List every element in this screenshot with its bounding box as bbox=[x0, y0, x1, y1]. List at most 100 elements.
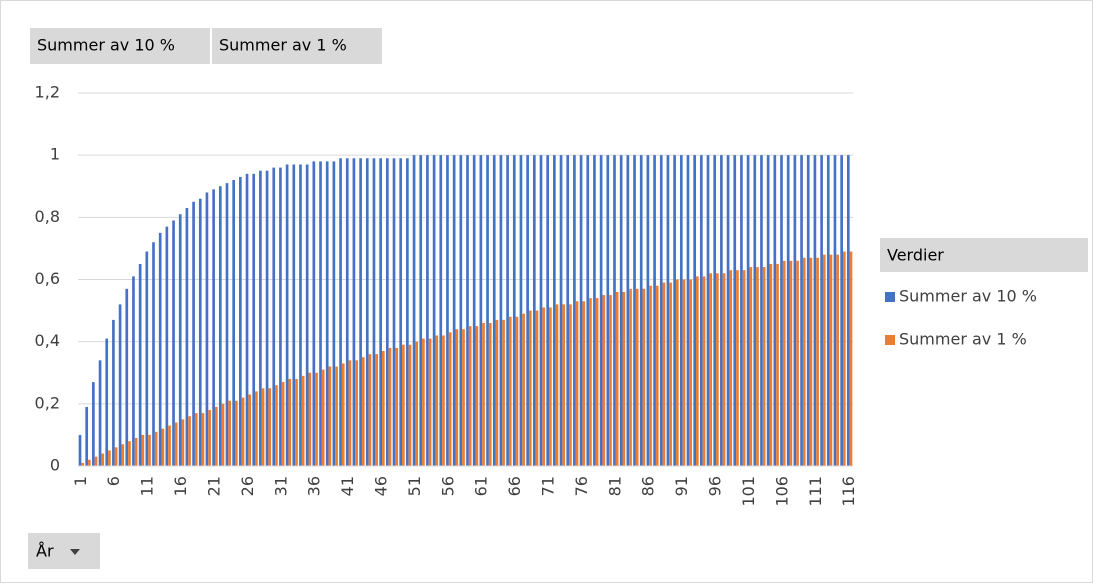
x-tick-label: 66 bbox=[505, 476, 524, 496]
bar bbox=[408, 344, 412, 466]
bar bbox=[228, 400, 231, 466]
bar bbox=[435, 335, 439, 466]
bar bbox=[141, 434, 145, 466]
bar bbox=[693, 155, 696, 466]
bar bbox=[796, 260, 799, 466]
bar bbox=[773, 155, 777, 466]
bar bbox=[328, 366, 332, 466]
bar bbox=[355, 360, 358, 466]
bar bbox=[292, 164, 296, 466]
bar bbox=[729, 270, 733, 466]
bar bbox=[121, 444, 125, 466]
x-tick-label: 21 bbox=[204, 476, 223, 496]
bar bbox=[128, 441, 131, 466]
bar bbox=[766, 155, 770, 466]
bar bbox=[760, 155, 763, 466]
bar bbox=[849, 251, 853, 466]
bar bbox=[468, 326, 472, 466]
bar bbox=[546, 155, 550, 466]
x-tick-label: 26 bbox=[238, 476, 257, 496]
bar bbox=[653, 155, 656, 466]
bar bbox=[472, 155, 476, 466]
bar bbox=[669, 282, 672, 466]
bar bbox=[245, 173, 249, 467]
field-button[interactable]: Summer av 10 % bbox=[30, 28, 210, 64]
bar bbox=[789, 260, 793, 466]
bar bbox=[161, 428, 165, 466]
bar bbox=[428, 338, 432, 466]
field-button-label: År bbox=[36, 542, 54, 561]
bar bbox=[689, 279, 692, 466]
bar bbox=[720, 155, 723, 466]
bar bbox=[81, 462, 85, 466]
field-button[interactable]: Summer av 1 % bbox=[212, 28, 382, 64]
bar bbox=[679, 155, 683, 466]
bar bbox=[308, 372, 312, 466]
bar bbox=[726, 155, 730, 466]
bar bbox=[800, 155, 803, 466]
bar bbox=[134, 438, 138, 466]
bar bbox=[686, 155, 690, 466]
bar bbox=[606, 155, 610, 466]
bar bbox=[275, 385, 278, 466]
bar bbox=[381, 350, 385, 466]
bar bbox=[168, 425, 171, 466]
field-button-label: Summer av 10 % bbox=[37, 36, 175, 55]
bar bbox=[448, 332, 452, 466]
bar bbox=[241, 397, 245, 466]
bar bbox=[809, 257, 813, 466]
bar bbox=[232, 180, 236, 467]
bar bbox=[756, 267, 759, 466]
bar bbox=[178, 214, 182, 466]
bar bbox=[221, 403, 225, 466]
bar bbox=[573, 155, 576, 466]
bar bbox=[740, 155, 743, 466]
bar bbox=[192, 201, 195, 466]
bar bbox=[635, 288, 639, 466]
bar bbox=[539, 155, 543, 466]
bar bbox=[589, 298, 592, 466]
bar bbox=[713, 155, 717, 466]
bar bbox=[446, 155, 449, 466]
bar bbox=[118, 304, 122, 466]
x-tick-label: 91 bbox=[672, 476, 691, 496]
bar bbox=[412, 155, 416, 466]
bar bbox=[459, 155, 463, 466]
bar bbox=[646, 155, 650, 466]
bar bbox=[695, 276, 699, 466]
bar bbox=[666, 155, 670, 466]
bar bbox=[602, 295, 606, 466]
bar bbox=[569, 304, 572, 466]
bar bbox=[255, 391, 258, 466]
bar bbox=[593, 155, 596, 466]
x-tick-label: 16 bbox=[171, 476, 190, 496]
bar bbox=[112, 319, 115, 466]
x-tick-label: 56 bbox=[438, 476, 457, 496]
legend-label: Summer av 10 % bbox=[899, 287, 1037, 306]
bar bbox=[615, 291, 619, 466]
bar bbox=[475, 326, 479, 466]
x-tick-label: 51 bbox=[405, 476, 424, 496]
x-tick-label: 101 bbox=[739, 476, 758, 507]
bar bbox=[562, 304, 566, 466]
x-tick-label: 86 bbox=[639, 476, 658, 496]
bar bbox=[399, 158, 403, 466]
axis-field-button[interactable]: År bbox=[28, 533, 100, 569]
bar bbox=[662, 282, 666, 466]
bar bbox=[499, 155, 503, 466]
bar bbox=[659, 155, 663, 466]
bar bbox=[586, 155, 590, 466]
bar bbox=[455, 329, 459, 466]
bar bbox=[826, 155, 830, 466]
bar bbox=[235, 400, 238, 466]
bar bbox=[579, 155, 583, 466]
bar bbox=[158, 232, 162, 466]
bar bbox=[239, 176, 242, 467]
bar bbox=[301, 375, 305, 466]
bar bbox=[165, 226, 169, 466]
bar bbox=[172, 220, 175, 466]
bar bbox=[833, 155, 837, 466]
x-tick-label: 1 bbox=[71, 476, 90, 486]
bar bbox=[769, 263, 773, 466]
